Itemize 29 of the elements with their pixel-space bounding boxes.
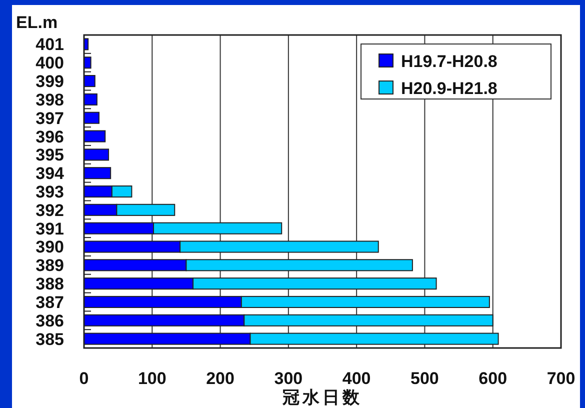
y-tick-label: 398: [36, 90, 64, 110]
y-tick-label: 385: [36, 330, 64, 349]
x-tick-label: 100: [138, 369, 166, 388]
x-axis-title: 冠水日数: [282, 388, 362, 407]
y-tick-label: 400: [36, 54, 64, 73]
y-tick-label: 388: [36, 274, 64, 294]
y-axis-title: EL.m: [16, 13, 58, 32]
y-tick-label: 394: [36, 164, 65, 184]
y-tick-label: 389: [36, 256, 64, 276]
x-tick-label: 400: [342, 369, 371, 388]
y-tick-label: 387: [36, 292, 64, 312]
y-tick-label: 393: [36, 182, 64, 202]
y-tick-label: 396: [36, 127, 64, 146]
x-tick-label: 300: [274, 369, 303, 388]
y-tick-label: 401: [36, 35, 64, 54]
x-tick-label: 700: [546, 369, 576, 388]
x-tick-label: 200: [206, 369, 234, 388]
y-tick-label: 395: [36, 146, 64, 165]
x-tick-label: 500: [410, 369, 439, 388]
y-tick-label: 399: [36, 72, 64, 92]
legend-label: H19.7-H20.8: [401, 52, 498, 71]
y-tick-label: 392: [36, 200, 64, 220]
x-tick-label: 0: [79, 369, 89, 388]
y-tick-label: 390: [36, 238, 64, 257]
legend-label: H20.9-H21.8: [401, 79, 498, 98]
y-tick-label: 397: [36, 108, 64, 128]
y-tick-label: 386: [36, 311, 64, 330]
y-tick-label: 391: [36, 219, 64, 238]
x-tick-label: 600: [478, 369, 508, 388]
